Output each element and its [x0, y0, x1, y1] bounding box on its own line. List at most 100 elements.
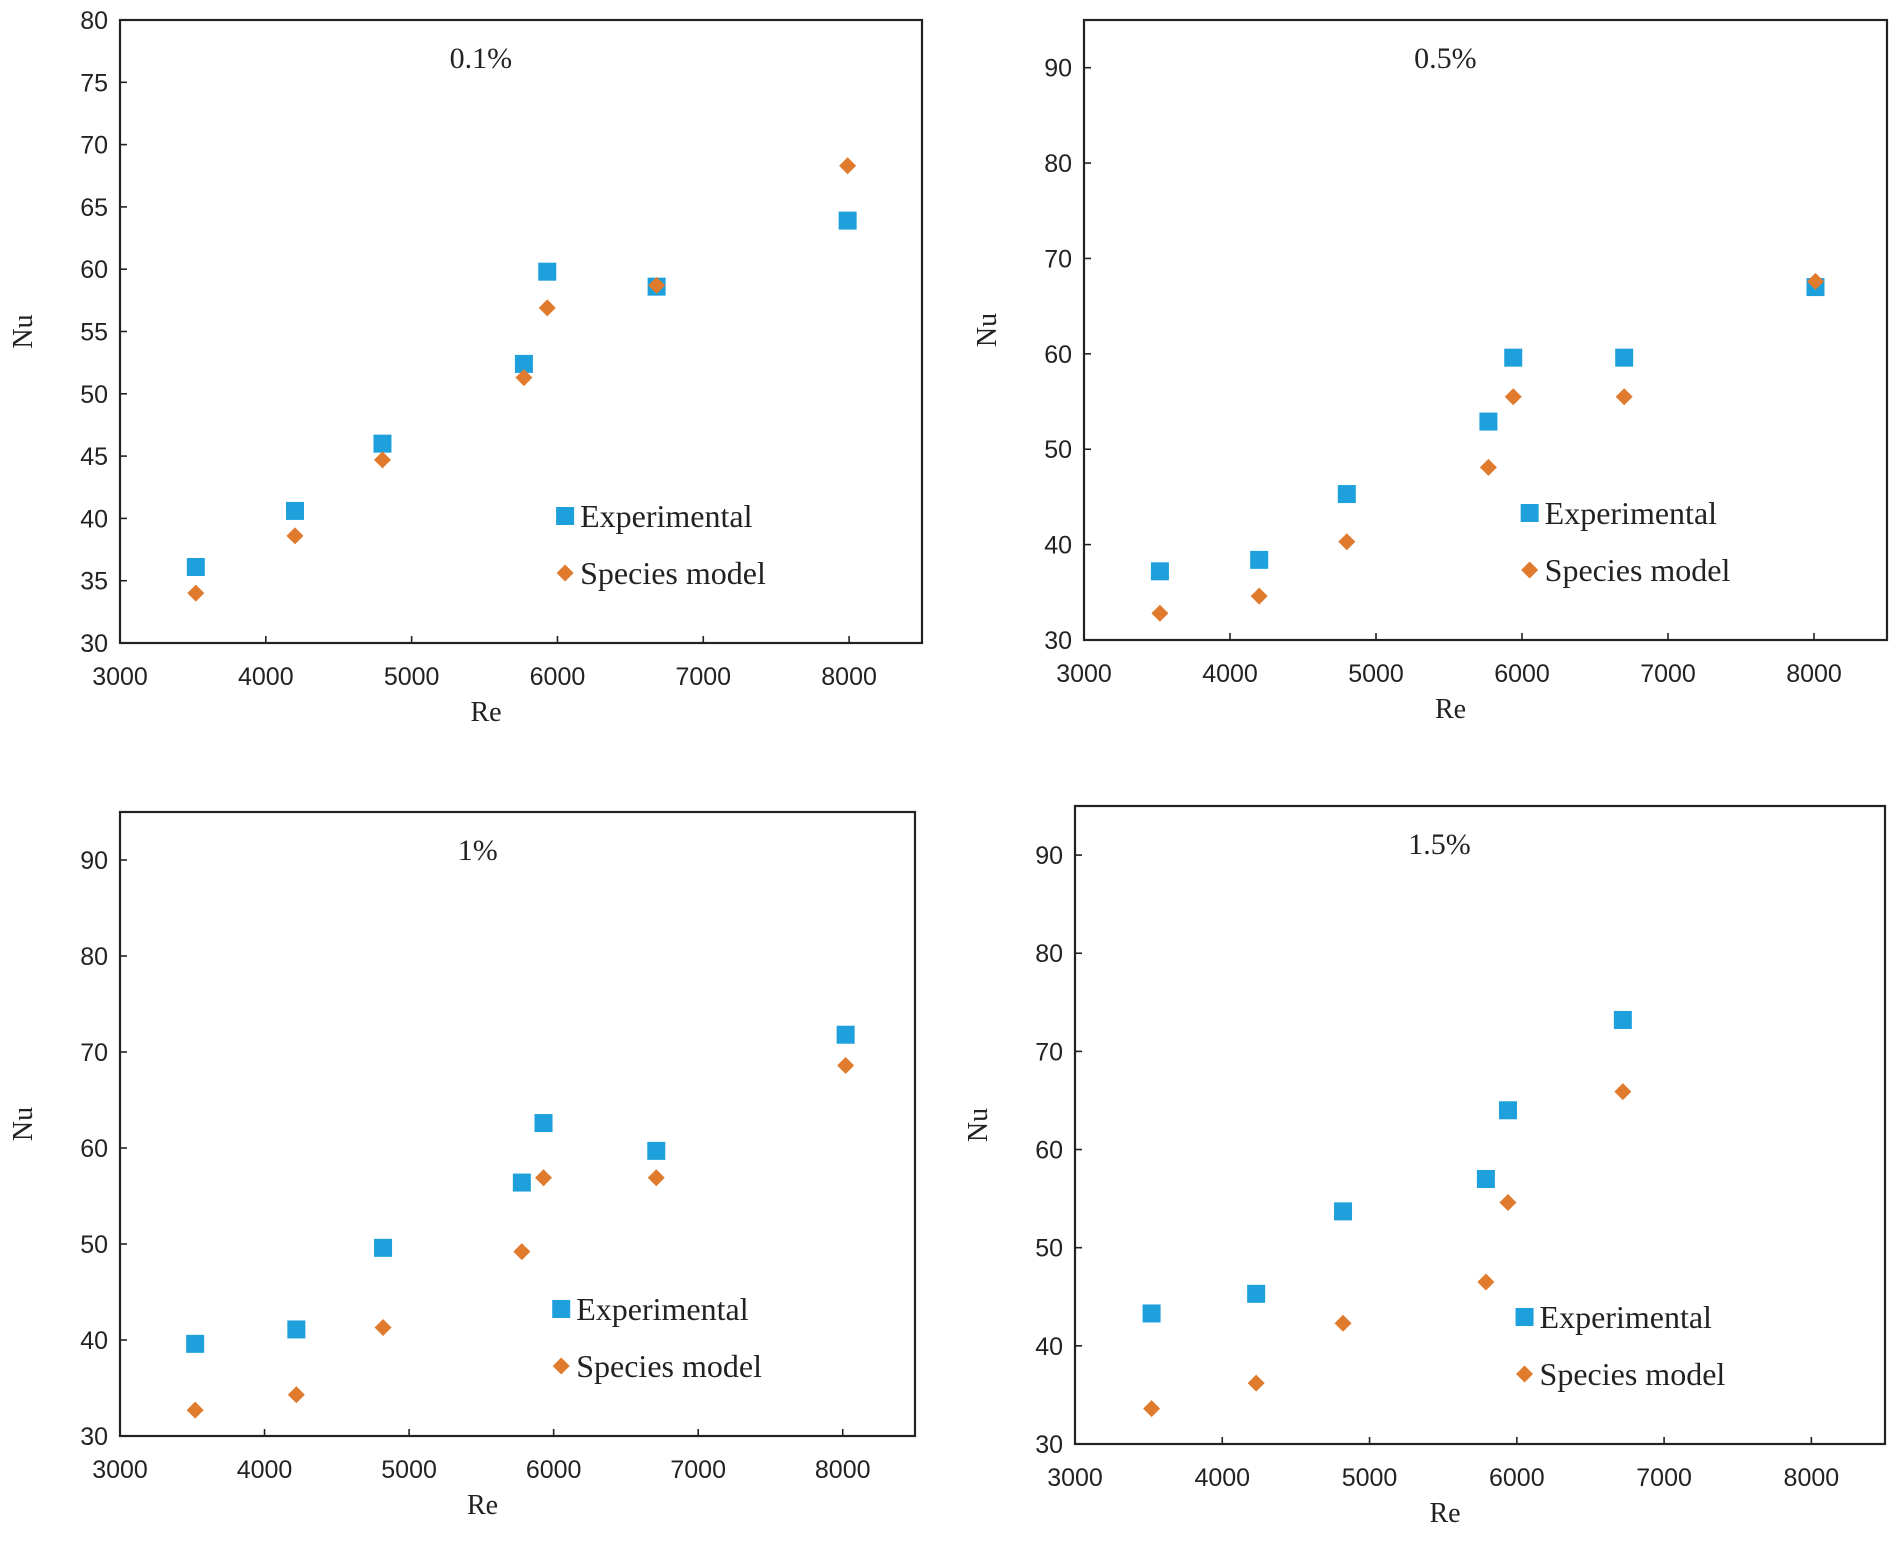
legend-label: Species model: [576, 1348, 762, 1384]
species-model-point: [515, 369, 533, 387]
y-tick-label: 80: [1044, 150, 1072, 178]
species-model-point: [1334, 1314, 1352, 1332]
y-tick-label: 65: [80, 194, 108, 222]
species-model-point: [648, 276, 666, 294]
legend-label: Species model: [1540, 1356, 1726, 1392]
y-tick-label: 50: [1044, 436, 1072, 464]
legend-square-icon: [552, 1300, 571, 1318]
plot-frame: [118, 18, 924, 645]
legend-square-icon: [556, 507, 575, 525]
x-tick-label: 7000: [1640, 660, 1696, 688]
plot-frame: [1082, 18, 1889, 642]
x-tick-label: 8000: [1784, 1464, 1840, 1492]
experimental-point: [836, 1025, 855, 1044]
y-tick-label: 80: [1035, 940, 1063, 968]
legend-diamond-icon: [552, 1357, 570, 1375]
experimental-point: [1498, 1101, 1517, 1120]
x-axis-title: Re: [467, 1490, 498, 1521]
experimental-point: [1142, 1304, 1161, 1323]
x-tick-label: 3000: [1047, 1464, 1103, 1492]
y-tick-label: 40: [1035, 1333, 1063, 1361]
experimental-point: [285, 501, 304, 520]
species-model-point: [535, 1169, 553, 1187]
experimental-point: [1479, 412, 1498, 431]
y-axis-title: Nu: [8, 314, 39, 348]
y-tick-label: 30: [1044, 627, 1072, 655]
y-tick-label: 30: [1035, 1431, 1063, 1459]
y-tick-label: 40: [1044, 532, 1072, 560]
legend-label: Experimental: [1540, 1299, 1712, 1335]
experimental-point: [1613, 1010, 1632, 1029]
experimental-point: [534, 1114, 553, 1133]
chart-panel-2: 3000 4000 5000 6000 7000 8000 30 40 50 60 70 80 90 Re…: [972, 18, 1889, 725]
y-tick-label: 30: [80, 630, 108, 658]
y-tick-label: 50: [1035, 1235, 1063, 1263]
x-tick-label: 3000: [1056, 660, 1112, 688]
species-model-point: [1499, 1194, 1517, 1212]
species-model-point: [839, 157, 857, 175]
x-tick-label: 6000: [1494, 660, 1550, 688]
y-tick-label: 60: [1035, 1137, 1063, 1165]
species-model-point: [374, 1319, 392, 1337]
x-tick-label: 5000: [1342, 1464, 1398, 1492]
y-tick-label: 80: [80, 7, 108, 35]
y-tick-label: 90: [80, 847, 108, 875]
species-model-point: [837, 1056, 855, 1074]
y-tick-label: 35: [80, 568, 108, 596]
experimental-point: [512, 1173, 531, 1192]
experimental-point: [186, 557, 205, 576]
x-tick-label: 8000: [815, 1456, 871, 1484]
species-model-point: [513, 1243, 531, 1261]
y-tick-label: 60: [80, 1135, 108, 1163]
x-axis-title: Re: [470, 697, 501, 728]
species-model-point: [1247, 1374, 1265, 1392]
experimental-point: [1504, 348, 1523, 367]
legend-diamond-icon: [556, 564, 574, 582]
x-tick-label: 5000: [384, 663, 440, 691]
legend-label: Species model: [1545, 552, 1731, 588]
legend-square-icon: [1515, 1308, 1534, 1326]
y-tick-label: 50: [80, 1231, 108, 1259]
y-axis-title: Nu: [8, 1107, 39, 1141]
x-tick-label: 8000: [821, 663, 877, 691]
experimental-point: [514, 354, 533, 373]
experimental-point: [1150, 562, 1169, 581]
chart-panel-4: 3000 4000 5000 6000 7000 8000 30 40 50 60 70 80 90 Re…: [963, 804, 1887, 1529]
experimental-point: [1476, 1169, 1495, 1188]
species-model-point: [286, 527, 304, 545]
y-tick-label: 90: [1035, 842, 1063, 870]
legend-label: Experimental: [1545, 495, 1717, 531]
species-model-point: [1338, 533, 1356, 551]
panel-title: 0.5%: [1414, 42, 1477, 75]
species-model-point: [1806, 272, 1824, 290]
x-tick-label: 7000: [670, 1456, 726, 1484]
experimental-point: [1250, 550, 1269, 569]
x-tick-label: 8000: [1786, 660, 1842, 688]
x-tick-label: 4000: [237, 1456, 293, 1484]
y-tick-label: 30: [80, 1423, 108, 1451]
legend-diamond-icon: [1516, 1365, 1534, 1383]
y-axis-title: Nu: [963, 1108, 994, 1142]
legend-label: Experimental: [580, 498, 752, 534]
y-tick-label: 70: [1044, 245, 1072, 273]
panel-title: 1%: [458, 834, 498, 867]
y-tick-label: 60: [1044, 341, 1072, 369]
panel-title: 0.1%: [450, 42, 513, 75]
y-tick-label: 55: [80, 319, 108, 347]
experimental-point: [647, 1141, 666, 1160]
species-model-point: [1504, 388, 1522, 406]
chart-panel-1: 3000 4000 5000 6000 7000 8000 30 35 40 45 50 55 60 65…: [8, 7, 924, 728]
x-axis-title: Re: [1435, 694, 1466, 725]
species-model-point: [647, 1169, 665, 1187]
species-model-point: [187, 584, 205, 602]
x-tick-label: 4000: [238, 663, 294, 691]
species-model-point: [538, 299, 556, 317]
experimental-point: [374, 1238, 393, 1257]
y-tick-label: 70: [1035, 1038, 1063, 1066]
species-model-point: [1479, 458, 1497, 476]
experimental-point: [1334, 1202, 1353, 1221]
species-model-point: [1615, 388, 1633, 406]
experimental-point: [838, 211, 857, 230]
chart-panel-3: 3000 4000 5000 6000 7000 8000 30 40 50 60 70 80 90 Re…: [8, 810, 917, 1521]
